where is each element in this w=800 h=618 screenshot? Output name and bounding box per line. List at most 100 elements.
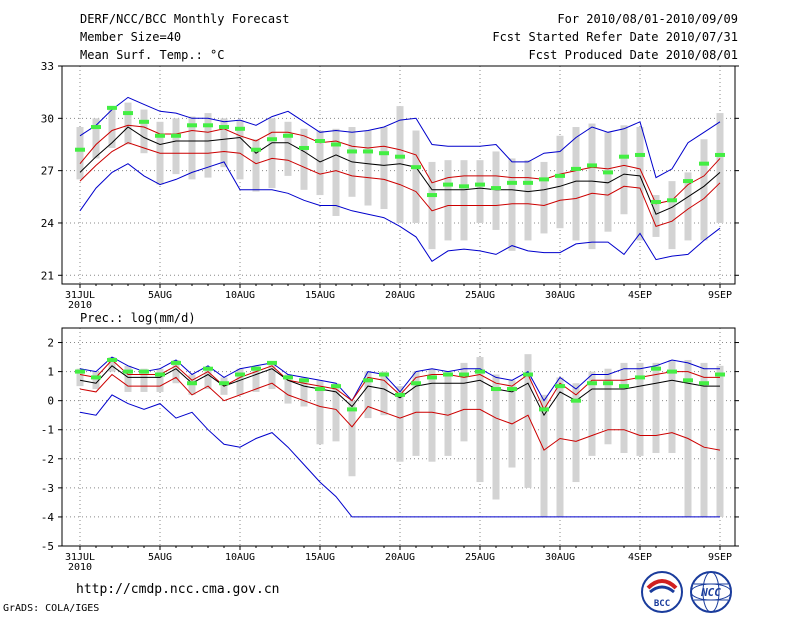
x-tick-label: 31JUL: [65, 552, 95, 563]
obs-marker: [651, 200, 661, 205]
member-range-bar: [572, 127, 580, 241]
obs-marker: [379, 372, 389, 377]
member-range-bar: [652, 362, 660, 453]
obs-marker: [715, 152, 725, 157]
obs-marker: [331, 384, 341, 389]
x-tick-label: 25AUG: [465, 552, 495, 563]
obs-marker: [491, 186, 501, 191]
series-line-max: [79, 161, 721, 262]
member-range-bar: [572, 383, 580, 483]
member-size: Member Size=40: [80, 30, 182, 44]
obs-marker: [635, 375, 645, 380]
fcst-produced-date: Fcst Produced Date 2010/08/01: [528, 48, 738, 62]
obs-marker: [187, 381, 197, 386]
obs-marker: [619, 384, 629, 389]
member-range-bar: [700, 139, 708, 241]
obs-marker: [123, 111, 133, 116]
x-tick-label: 25AUG: [465, 290, 495, 301]
obs-marker: [427, 375, 437, 380]
member-range-bar: [236, 120, 244, 180]
member-range-bar: [540, 394, 548, 517]
obs-marker: [555, 384, 565, 389]
obs-marker: [75, 147, 85, 152]
series-line-max: [79, 356, 720, 402]
member-range-bar: [268, 362, 276, 390]
member-range-bar: [684, 172, 692, 241]
obs-marker: [331, 142, 341, 147]
obs-marker: [251, 366, 261, 371]
x-tick-label: 30AUG: [545, 552, 575, 563]
bcc-logo-text: BCC: [654, 599, 670, 609]
member-range-bar: [412, 130, 420, 223]
member-range-bar: [460, 160, 468, 241]
member-range-bar: [332, 383, 340, 442]
member-range-bar: [444, 160, 452, 241]
obs-marker: [539, 407, 549, 412]
member-range-bar: [364, 371, 372, 419]
x-tick-label: 9SEP: [708, 552, 732, 563]
member-range-bar: [428, 368, 436, 462]
member-range-bar: [220, 118, 228, 168]
series-line-mean-std: [79, 373, 721, 451]
obs-marker: [475, 369, 485, 374]
obs-marker: [603, 170, 613, 175]
member-range-bar: [524, 354, 532, 488]
x-tick-label: 5AUG: [148, 290, 172, 301]
obs-marker: [347, 407, 357, 412]
member-range-bar: [668, 359, 676, 453]
series-line-mean-std: [79, 124, 721, 205]
obs-marker: [155, 133, 165, 138]
member-range-bar: [396, 386, 404, 462]
y-tick-label: -4: [41, 511, 55, 524]
obs-marker: [523, 180, 533, 185]
obs-marker: [203, 123, 213, 128]
obs-marker: [171, 133, 181, 138]
x-year-label: 2010: [68, 562, 92, 573]
obs-marker: [219, 381, 229, 386]
obs-marker: [667, 198, 677, 203]
plot-frame: [61, 327, 736, 547]
y-tick-label: 2: [47, 337, 54, 350]
obs-marker: [315, 138, 325, 143]
member-range-bar: [124, 102, 132, 145]
member-range-bar: [716, 113, 724, 223]
member-range-bar: [172, 359, 180, 384]
member-range-bar: [348, 400, 356, 477]
obs-marker: [363, 378, 373, 383]
obs-marker: [507, 180, 517, 185]
member-range-bar: [108, 106, 116, 148]
member-range-bar: [492, 374, 500, 500]
member-range-bar: [76, 127, 84, 180]
obs-marker: [395, 154, 405, 159]
obs-marker: [587, 381, 597, 386]
member-range-bar: [492, 151, 500, 230]
obs-marker: [459, 372, 469, 377]
fcst-started-date: Fcst Started Refer Date 2010/07/31: [492, 30, 738, 44]
member-range-bar: [188, 116, 196, 180]
series-line-min: [79, 394, 720, 518]
x-tick-label: 10AUG: [225, 290, 255, 301]
member-range-bar: [140, 109, 148, 154]
obs-marker: [603, 381, 613, 386]
obs-marker: [267, 137, 277, 142]
obs-marker: [283, 133, 293, 138]
bcc-logo: BCC: [641, 571, 683, 613]
footer-url[interactable]: http://cmdp.ncc.cma.gov.cn: [76, 582, 280, 597]
member-range-bar: [396, 106, 404, 223]
x-tick-label: 20AUG: [385, 552, 415, 563]
obs-marker: [267, 360, 277, 365]
member-range-bar: [236, 368, 244, 395]
obs-marker: [699, 161, 709, 166]
member-range-bar: [300, 128, 308, 190]
x-tick-label: 15AUG: [305, 552, 335, 563]
member-range-bar: [716, 365, 724, 517]
obs-marker: [571, 398, 581, 403]
ncc-logo-text: NCC: [700, 586, 721, 599]
obs-marker: [379, 151, 389, 156]
obs-marker: [635, 152, 645, 157]
member-range-bar: [476, 160, 484, 223]
series-line-mean-std: [79, 142, 721, 228]
series-line-mean: [79, 126, 721, 215]
variable-label: Mean Surf. Temp.: °C: [80, 48, 225, 62]
member-range-bar: [252, 365, 260, 392]
